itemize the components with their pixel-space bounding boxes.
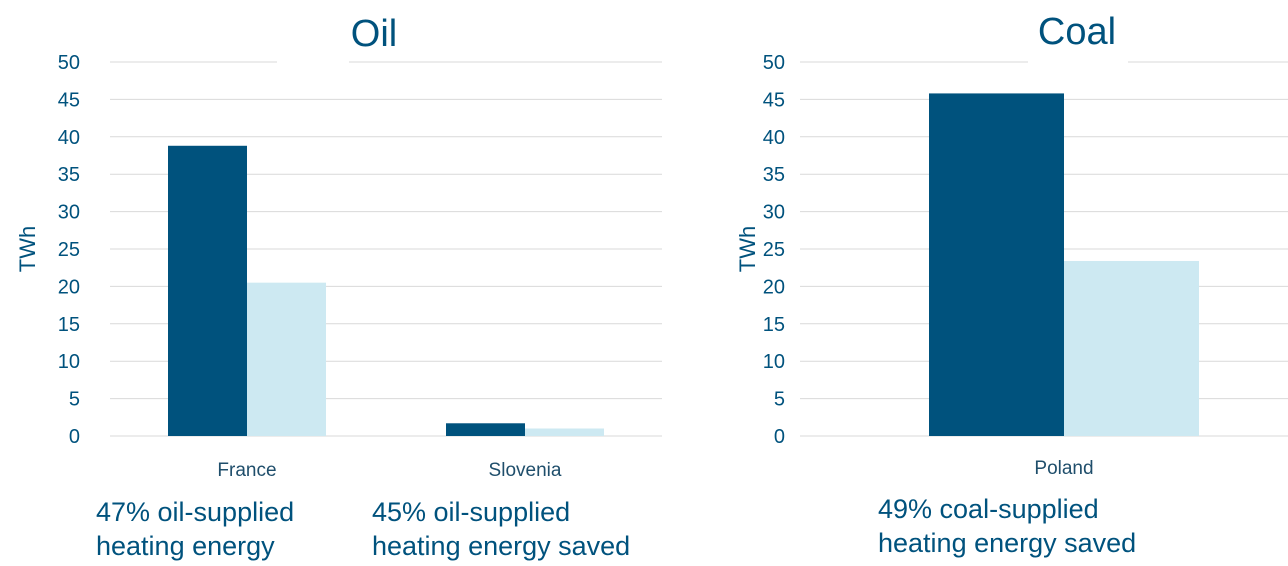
y-axis-label: TWh [735,226,760,272]
oil-slovenia-annotation: 45% oil-supplied heating energy saved [372,495,630,563]
annotation-line: heating energy [96,531,275,561]
y-tick-label: 25 [763,239,785,261]
x-category-label: France [217,460,276,481]
oil-chart: 0 5 10 15 20 25 30 35 40 45 50 Oil TWh France Slovenia [15,13,662,481]
y-tick-label: 10 [58,351,80,373]
y-tick-label: 20 [763,276,785,298]
bar [929,93,1064,436]
y-tick-label: 35 [763,164,785,186]
annotation-line: 49% coal-supplied [878,494,1099,524]
annotation-line: heating energy saved [372,531,631,561]
y-tick-label: 5 [69,389,80,411]
coal-chart: 0 5 10 15 20 25 30 35 40 45 50 Coal TWh Poland [735,11,1288,479]
bar [247,282,326,436]
y-tick-label: 25 [58,239,80,261]
y-tick-label: 50 [763,52,785,74]
y-tick-label: 45 [58,89,80,111]
y-tick-label: 35 [58,164,80,186]
y-tick-label: 30 [58,202,80,224]
y-tick-label: 45 [763,89,785,111]
y-tick-label: 15 [763,314,785,336]
annotation-line: heating energy saved [878,528,1137,558]
y-tick-label: 10 [763,351,785,373]
oil-france-annotation: 47% oil-supplied heating energy [96,495,294,563]
bar [525,428,604,436]
bar [446,423,525,436]
chart-title: Oil [351,13,397,55]
coal-poland-annotation: 49% coal-supplied heating energy saved [878,492,1136,560]
y-tick-label: 15 [58,314,80,336]
y-tick-label: 0 [774,426,785,448]
y-tick-label: 40 [58,127,80,149]
annotation-line: 45% oil-supplied [372,497,571,527]
bar [1064,260,1199,436]
bar [168,145,247,436]
chart-title: Coal [1038,11,1116,53]
y-tick-label: 5 [774,389,785,411]
y-tick-label: 0 [69,426,80,448]
y-tick-label: 40 [763,127,785,149]
y-tick-label: 50 [58,52,80,74]
x-category-label: Poland [1034,458,1093,479]
annotation-line: 47% oil-supplied [96,497,295,527]
x-category-label: Slovenia [489,460,562,481]
y-tick-label: 30 [763,202,785,224]
y-axis-label: TWh [15,226,40,272]
y-tick-label: 20 [58,276,80,298]
